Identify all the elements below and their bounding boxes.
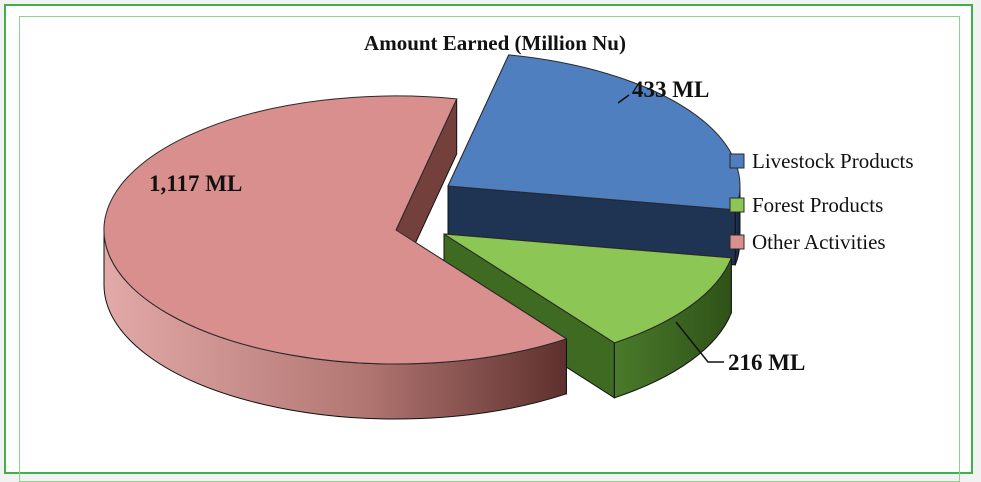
- data-labels: 433 ML 216 ML 1,117 ML: [149, 77, 805, 375]
- chart-title: Amount Earned (Million Nu): [364, 31, 626, 55]
- data-label-livestock: 433 ML: [632, 77, 709, 102]
- data-label-other: 1,117 ML: [149, 171, 242, 196]
- data-label-forest: 216 ML: [728, 350, 805, 375]
- legend-label-other: Other Activities: [752, 230, 886, 254]
- legend-swatch-other: [729, 234, 745, 250]
- slice-forest: [443, 233, 733, 344]
- pie-slices: [103, 54, 741, 420]
- legend-swatch-forest: [729, 197, 745, 213]
- slice-livestock: [447, 54, 741, 211]
- chart-legend: Livestock Products Forest Products Other…: [729, 149, 914, 254]
- legend-label-livestock: Livestock Products: [752, 149, 914, 173]
- leader-line-forest: [675, 321, 724, 363]
- legend-label-forest: Forest Products: [752, 193, 883, 217]
- legend-swatch-livestock: [729, 153, 745, 169]
- leader-line-livestock: [617, 94, 630, 104]
- slice-other: [103, 95, 568, 365]
